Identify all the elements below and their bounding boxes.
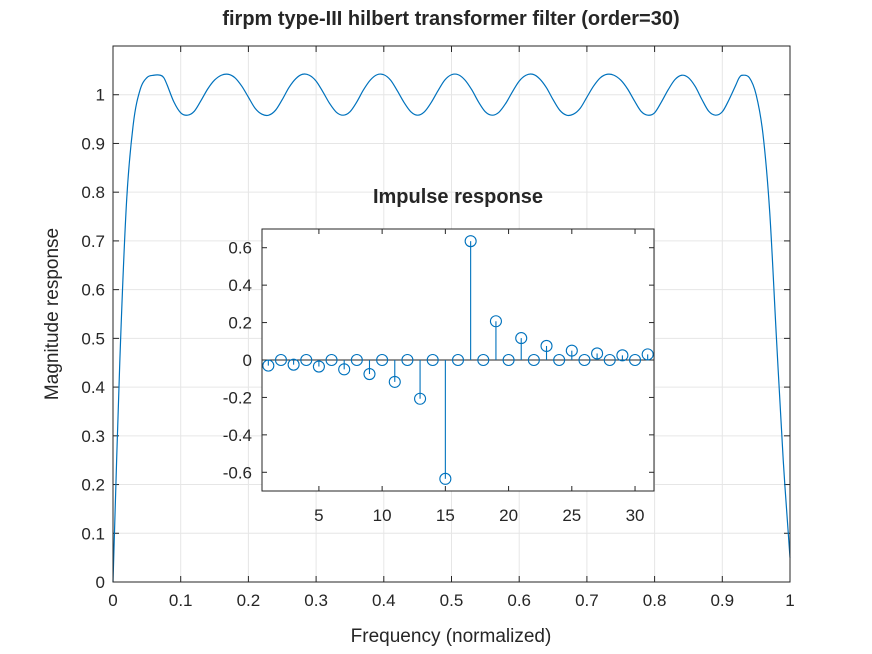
x-tick-label: 0.6 [507, 591, 531, 610]
stem-marker [287, 358, 300, 371]
main-axes-frame [112, 45, 791, 583]
stem-marker [477, 353, 490, 367]
x-tick-label: 0 [108, 591, 117, 610]
inset-axes: 5 10 15 20 25 30 -0.6 -0.4 -0.2 0 0.2 0.4 0.6 [223, 228, 655, 525]
y-tick-label: 0.5 [81, 329, 105, 348]
y-tick-label: 0.1 [81, 524, 105, 543]
stem-marker [515, 332, 528, 345]
main-tick-labels: 0 0.1 0.2 0.3 0.4 0.5 0.6 0.7 0.8 0.9 100.10.20.30… [81, 86, 794, 610]
inset-x-tick-label: 20 [499, 506, 518, 525]
inset-y-tick-label: 0.4 [228, 276, 252, 295]
x-tick-label: 0.2 [237, 591, 261, 610]
stem-marker [628, 353, 642, 367]
x-tick-label: 0.1 [169, 591, 193, 610]
inset-x-tick-label: 15 [436, 506, 455, 525]
magnitude-response-line [112, 73, 791, 583]
stem-marker [312, 360, 325, 373]
x-tick-label: 0.9 [710, 591, 734, 610]
inset-y-tick-label: 0.2 [228, 314, 252, 333]
inset-y-tick-label: -0.4 [223, 426, 252, 445]
stem-marker [527, 353, 540, 367]
stem-marker [338, 363, 351, 376]
stem-marker [641, 348, 654, 361]
inset-axes-frame [261, 228, 655, 492]
impulse-stems [262, 235, 654, 485]
inset-y-tick-label: -0.2 [223, 388, 252, 407]
stem-marker [414, 392, 427, 405]
x-axis-label: Frequency (normalized) [351, 626, 552, 647]
inset-y-tick-label: 0 [243, 351, 252, 370]
stem-marker [262, 359, 275, 372]
stem-marker [464, 235, 477, 248]
stem-marker [300, 353, 313, 367]
x-tick-label: 0.3 [304, 591, 328, 610]
y-axis-label: Magnitude response [42, 228, 63, 400]
stem-marker [603, 353, 616, 367]
x-tick-label: 0.8 [643, 591, 667, 610]
stem-marker [578, 353, 591, 367]
y-tick-label: 0.4 [81, 378, 105, 397]
inset-x-tick-label: 5 [314, 506, 323, 525]
stem-marker [591, 347, 604, 360]
y-tick-label: 0 [96, 573, 105, 592]
y-tick-label: 0.3 [81, 427, 105, 446]
y-tick-label: 0.9 [81, 134, 105, 153]
inset-tick-labels: 5 10 15 20 25 30 -0.6 -0.4 -0.2 0 0.2 0.4 0.6 [223, 239, 645, 525]
x-tick-label: 1 [785, 591, 794, 610]
stem-marker [426, 353, 439, 367]
stem-marker [274, 353, 288, 367]
y-tick-label: 1 [96, 86, 105, 105]
inset-y-tick-label: -0.6 [223, 463, 252, 482]
inset-ticks [262, 229, 654, 491]
stem-marker [325, 353, 338, 367]
y-tick-label: 0.8 [81, 183, 105, 202]
x-tick-label: 0.5 [440, 591, 464, 610]
chart-title: firpm type-III hilbert transformer filte… [222, 8, 679, 30]
y-tick-label: 0.6 [81, 281, 105, 300]
y-tick-label: 0.7 [81, 232, 105, 251]
x-tick-label: 0.4 [372, 591, 396, 610]
x-tick-label: 0.7 [575, 591, 599, 610]
inset-x-tick-label: 30 [626, 506, 645, 525]
stem-marker [616, 349, 629, 362]
stem-marker [553, 353, 566, 367]
stem-marker [451, 353, 465, 367]
stem-marker [363, 367, 376, 381]
stem-marker [439, 472, 452, 485]
y-tick-label: 0.2 [81, 476, 105, 495]
inset-x-tick-label: 25 [562, 506, 581, 525]
stem-marker [350, 353, 363, 367]
stem-marker [401, 353, 414, 367]
stem-marker [540, 339, 553, 353]
stem-marker [489, 315, 502, 328]
inset-y-tick-label: 0.6 [228, 239, 252, 258]
inset-x-tick-label: 10 [373, 506, 392, 525]
inset-title: Impulse response [373, 186, 543, 208]
stem-marker [565, 344, 578, 357]
stem-marker [502, 353, 515, 367]
stem-marker [376, 353, 389, 367]
stem-marker [388, 375, 401, 388]
